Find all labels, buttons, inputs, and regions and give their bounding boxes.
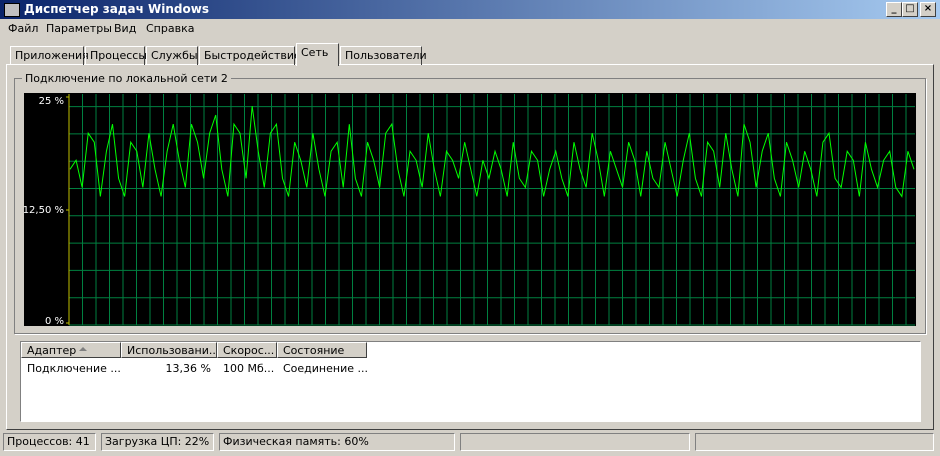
table-cell: 13,36 % [165, 362, 211, 375]
graph-background [24, 93, 916, 326]
tab[interactable]: Приложения [10, 46, 89, 65]
minimize-button[interactable]: _ [886, 2, 902, 17]
tab[interactable]: Сеть [296, 43, 339, 66]
column-header[interactable]: Адаптер [21, 342, 121, 358]
status-panel: Загрузка ЦП: 22% [101, 433, 214, 451]
adapter-table: Адаптер Использовани... Скорос... Состояние… [20, 341, 921, 422]
group-title: Подключение по локальной сети 2 [22, 72, 231, 85]
table-cell: 100 Мб... [223, 362, 275, 375]
table-cell: Подключение ... [27, 362, 121, 375]
usage-line [69, 105, 915, 198]
window-title: Диспетчер задач Windows [24, 2, 209, 16]
status-panel [695, 433, 934, 451]
title-bar: Диспетчер задач Windows _ □ × [0, 0, 940, 19]
menu-item[interactable]: Файл [8, 22, 39, 35]
tab-panel [6, 64, 934, 430]
group-box [14, 78, 926, 334]
tab[interactable]: Службы [146, 46, 198, 65]
tab[interactable]: Процессы [85, 46, 147, 65]
tab[interactable]: Быстродействие [199, 46, 301, 65]
y-tick-label: 25 % [39, 96, 64, 107]
menu-item[interactable]: Параметры [46, 22, 112, 35]
menu-item[interactable]: Вид [114, 22, 137, 35]
y-tick-label: 0 % [45, 316, 64, 327]
status-panel: Процессов: 41 [3, 433, 96, 451]
menu-item[interactable]: Справка [146, 22, 195, 35]
sort-arrow [79, 347, 87, 351]
maximize-button[interactable]: □ [902, 2, 918, 17]
table-cell: Соединение ... [283, 362, 368, 375]
status-panel [460, 433, 690, 451]
column-header[interactable]: Скорос... [217, 342, 277, 358]
status-panel: Физическая память: 60% [219, 433, 455, 451]
close-button[interactable]: × [920, 2, 936, 17]
column-header[interactable]: Состояние [277, 342, 367, 358]
app-icon [4, 3, 20, 17]
y-tick-label: 12,50 % [23, 205, 64, 216]
column-header[interactable]: Использовани... [121, 342, 219, 358]
tab[interactable]: Пользователи [340, 46, 427, 65]
